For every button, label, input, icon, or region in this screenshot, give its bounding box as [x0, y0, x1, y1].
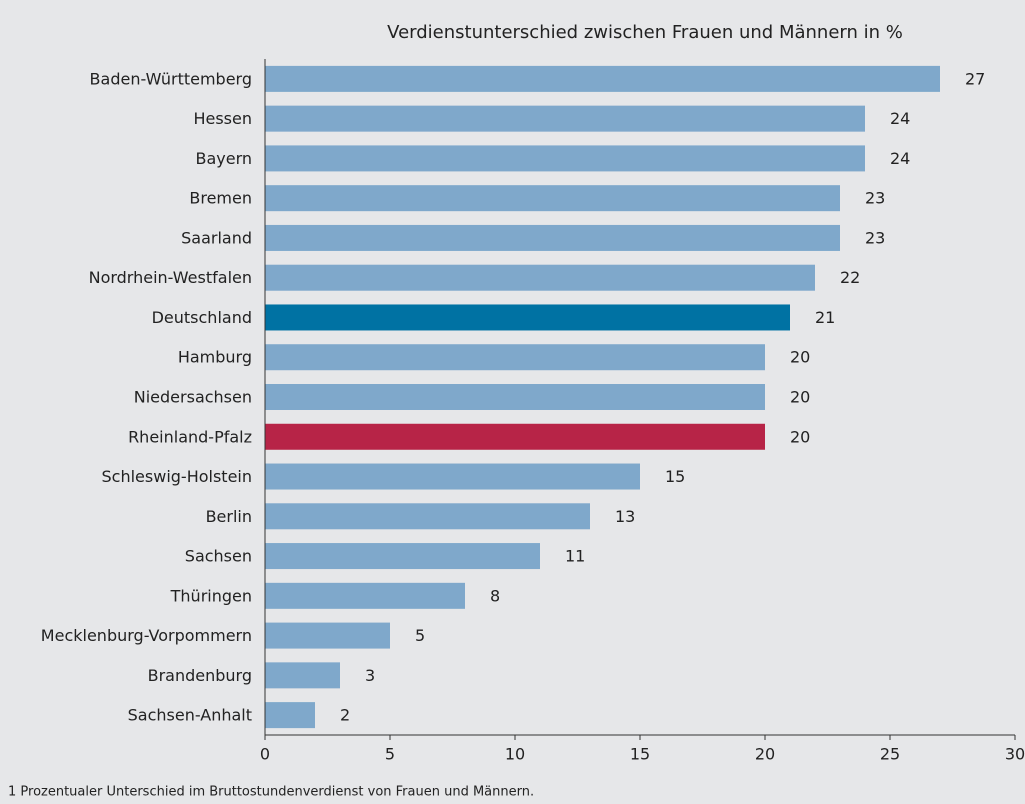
- bar: [265, 622, 390, 649]
- x-tick-label: 15: [630, 745, 650, 764]
- y-tick-label: Hamburg: [178, 348, 252, 367]
- value-label: 3: [365, 666, 375, 685]
- y-tick-label: Deutschland: [152, 308, 252, 327]
- x-tick-label: 30: [1005, 745, 1025, 764]
- value-label: 24: [890, 149, 910, 168]
- y-tick-label: Berlin: [206, 507, 252, 526]
- y-tick-label: Thüringen: [170, 586, 252, 605]
- y-tick-label: Bayern: [195, 149, 252, 168]
- x-tick-label: 0: [260, 745, 270, 764]
- value-label: 20: [790, 388, 810, 407]
- bar: [265, 662, 340, 689]
- bar: [265, 224, 840, 251]
- y-tick-label: Baden-Württemberg: [90, 69, 252, 88]
- y-tick-label: Brandenburg: [148, 666, 252, 685]
- y-tick-label: Niedersachsen: [134, 388, 252, 407]
- bar: [265, 384, 765, 410]
- bar: [265, 463, 640, 490]
- y-tick-label: Hessen: [193, 109, 252, 128]
- y-tick-label: Sachsen-Anhalt: [128, 706, 252, 725]
- x-tick-label: 10: [505, 745, 525, 764]
- y-tick-label: Bremen: [189, 189, 252, 208]
- value-label: 27: [965, 69, 985, 88]
- bar: [265, 543, 540, 570]
- y-tick-label: Nordrhein-Westfalen: [89, 268, 252, 287]
- value-label: 24: [890, 109, 910, 128]
- value-label: 15: [665, 467, 685, 486]
- bar: [265, 702, 315, 729]
- bar: [265, 264, 815, 291]
- bar: [265, 105, 865, 132]
- value-label: 13: [615, 507, 635, 526]
- chart-title: Verdienstunterschied zwischen Frauen und…: [387, 22, 903, 43]
- value-label: 5: [415, 626, 425, 645]
- bar: [265, 423, 765, 450]
- x-tick-label: 20: [755, 745, 775, 764]
- value-label: 23: [865, 189, 885, 208]
- bar: [265, 65, 940, 92]
- bar: [265, 503, 590, 530]
- y-tick-label: Schleswig-Holstein: [102, 467, 252, 486]
- y-tick-label: Rheinland-Pfalz: [128, 427, 252, 446]
- bar: [265, 145, 865, 172]
- bar: [265, 344, 765, 371]
- bar: [265, 304, 790, 331]
- value-label: 22: [840, 268, 860, 287]
- value-label: 21: [815, 308, 835, 327]
- x-tick-label: 5: [385, 745, 395, 764]
- bar: [265, 185, 840, 212]
- value-label: 8: [490, 586, 500, 605]
- y-tick-label: Saarland: [181, 228, 252, 247]
- x-tick-label: 25: [880, 745, 900, 764]
- value-label: 20: [790, 348, 810, 367]
- footnote: 1 Prozentualer Unterschied im Bruttostun…: [8, 785, 534, 800]
- value-label: 11: [565, 547, 585, 566]
- value-label: 2: [340, 706, 350, 725]
- value-label: 23: [865, 228, 885, 247]
- y-tick-label: Mecklenburg-Vorpommern: [41, 626, 252, 645]
- bar: [265, 582, 465, 609]
- value-label: 20: [790, 427, 810, 446]
- y-tick-label: Sachsen: [185, 547, 252, 566]
